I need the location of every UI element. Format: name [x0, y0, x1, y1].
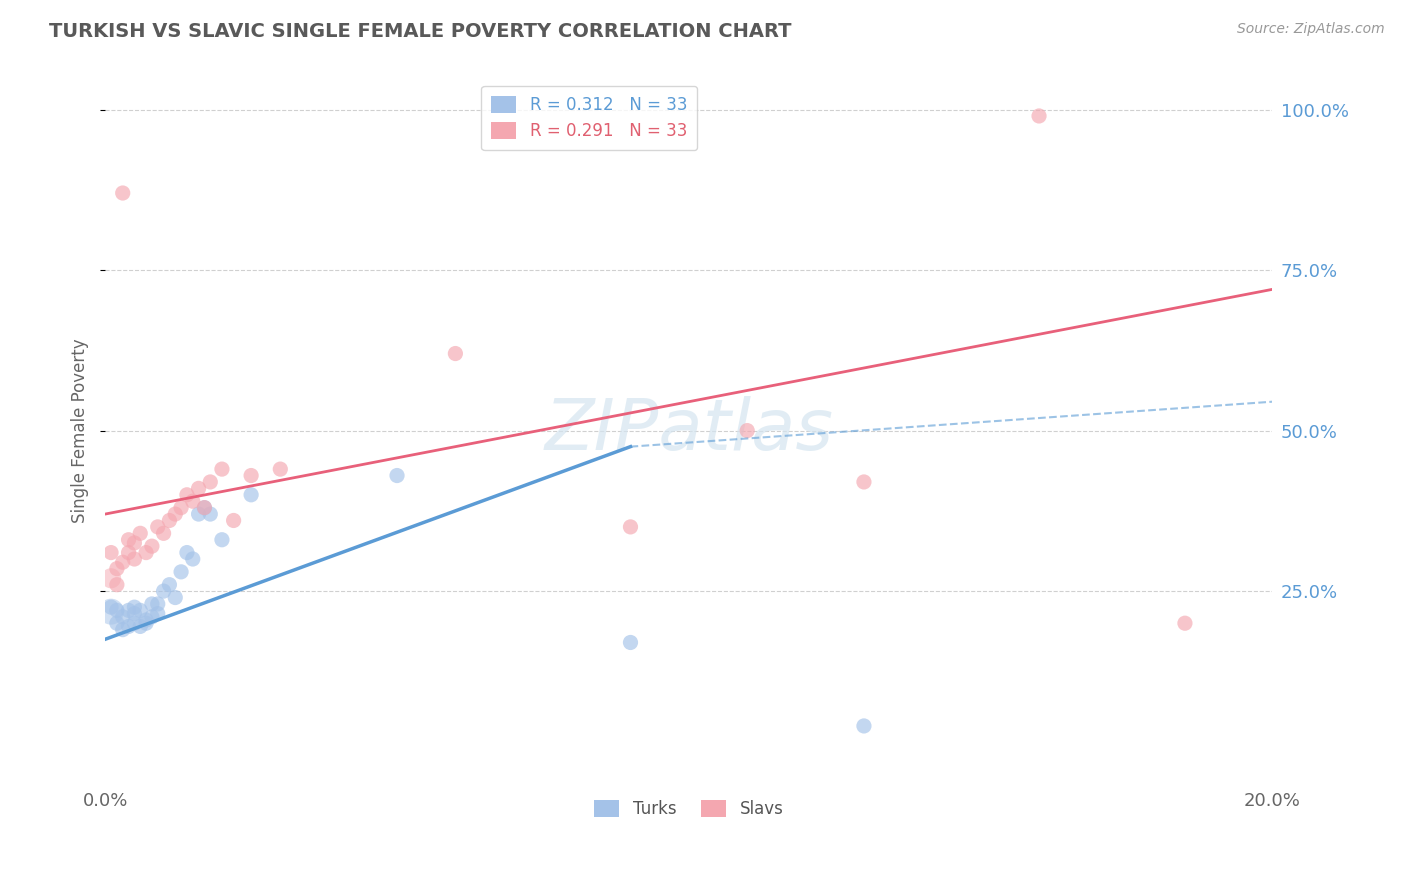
Point: [240, 468, 263, 483]
Point: [135, 545, 157, 559]
Point: [111, 555, 134, 569]
Point: [170, 565, 193, 579]
Point: [124, 616, 146, 631]
Point: [111, 609, 134, 624]
Point: [200, 475, 222, 489]
Point: [852, 475, 875, 489]
Point: [176, 545, 198, 559]
Point: [100, 571, 122, 585]
Point: [105, 561, 128, 575]
Point: [1028, 109, 1050, 123]
Point: [222, 513, 245, 527]
Point: [735, 424, 758, 438]
Point: [129, 603, 152, 617]
Point: [152, 584, 174, 599]
Point: [117, 619, 139, 633]
Point: [619, 635, 641, 649]
Point: [181, 494, 204, 508]
Text: Source: ZipAtlas.com: Source: ZipAtlas.com: [1237, 22, 1385, 37]
Point: [157, 513, 180, 527]
Point: [129, 619, 152, 633]
Point: [141, 609, 163, 624]
Point: [187, 482, 209, 496]
Point: [170, 500, 193, 515]
Point: [176, 488, 198, 502]
Point: [385, 468, 408, 483]
Point: [124, 552, 146, 566]
Point: [117, 545, 139, 559]
Legend: Turks, Slavs: Turks, Slavs: [588, 793, 790, 825]
Point: [111, 186, 134, 200]
Point: [619, 520, 641, 534]
Point: [852, 719, 875, 733]
Point: [181, 552, 204, 566]
Point: [129, 526, 152, 541]
Point: [146, 520, 169, 534]
Point: [152, 526, 174, 541]
Point: [117, 603, 139, 617]
Point: [124, 607, 146, 621]
Point: [100, 605, 122, 619]
Point: [100, 545, 122, 559]
Point: [135, 616, 157, 631]
Point: [117, 533, 139, 547]
Point: [211, 462, 233, 476]
Point: [100, 600, 122, 615]
Point: [165, 507, 187, 521]
Point: [444, 346, 467, 360]
Point: [124, 536, 146, 550]
Text: ZIPatlas: ZIPatlas: [544, 396, 834, 465]
Point: [105, 603, 128, 617]
Point: [135, 613, 157, 627]
Point: [193, 500, 215, 515]
Point: [187, 507, 209, 521]
Point: [124, 600, 146, 615]
Point: [157, 577, 180, 591]
Point: [165, 591, 187, 605]
Point: [200, 507, 222, 521]
Point: [146, 607, 169, 621]
Point: [141, 539, 163, 553]
Point: [141, 597, 163, 611]
Point: [211, 533, 233, 547]
Point: [146, 597, 169, 611]
Point: [105, 577, 128, 591]
Point: [240, 488, 263, 502]
Point: [111, 623, 134, 637]
Point: [193, 500, 215, 515]
Point: [105, 616, 128, 631]
Y-axis label: Single Female Poverty: Single Female Poverty: [72, 338, 89, 523]
Point: [1174, 616, 1197, 631]
Point: [269, 462, 291, 476]
Text: TURKISH VS SLAVIC SINGLE FEMALE POVERTY CORRELATION CHART: TURKISH VS SLAVIC SINGLE FEMALE POVERTY …: [49, 22, 792, 41]
